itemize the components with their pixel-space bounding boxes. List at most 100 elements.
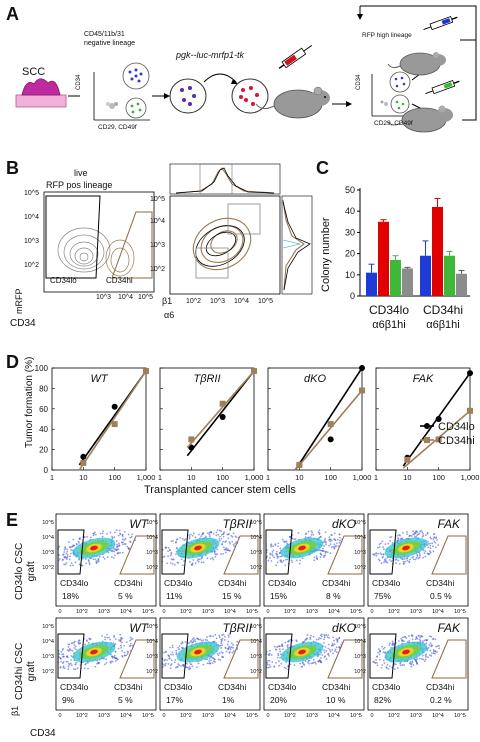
gate-cd34hi-percent: 5 % — [118, 695, 133, 705]
event-dot — [271, 661, 274, 663]
event-dot — [273, 556, 275, 559]
bar — [456, 273, 467, 296]
event-dot — [123, 530, 126, 533]
event-dot — [422, 532, 424, 535]
x-tick-label: 10^5 — [350, 609, 362, 615]
event-dot — [412, 558, 415, 561]
gate-cd34hi-label: CD34hi — [114, 578, 142, 588]
bar — [420, 255, 431, 296]
event-dot — [78, 537, 81, 540]
event-dot — [401, 636, 404, 639]
event-dot — [170, 663, 173, 665]
gate-cd34lo-label: CD34lo — [268, 578, 297, 588]
group-label: α6β1hi — [372, 319, 405, 331]
x-tick-label: 10^4 — [224, 609, 236, 615]
event-dot — [406, 533, 409, 536]
gate-cd34lo-label: CD34lo — [60, 578, 89, 588]
event-dot — [172, 539, 174, 542]
event-dot — [234, 535, 237, 538]
event-dot — [322, 641, 325, 644]
event-dot — [232, 543, 235, 546]
panel-letter-c: C — [316, 158, 329, 178]
subplot-title: WT — [90, 373, 108, 385]
event-dot — [214, 555, 217, 558]
event-dot — [114, 651, 117, 653]
event-dot — [400, 637, 403, 640]
x-tick-label: 10^3 — [306, 713, 318, 719]
flow-plot: dKO CD34lo CD34hi 20% 10 % — [263, 617, 365, 711]
density-red — [402, 649, 410, 655]
event-dot — [204, 638, 207, 641]
event-dot — [268, 663, 271, 666]
event-dot — [301, 665, 304, 668]
event-dot — [231, 540, 234, 543]
event-dot — [206, 557, 209, 560]
event-dot — [335, 545, 338, 548]
event-dot — [397, 640, 400, 642]
event-dot — [121, 541, 123, 544]
event-dot — [396, 539, 399, 542]
event-dot — [75, 543, 78, 545]
event-dot — [211, 556, 214, 559]
event-dot — [98, 555, 101, 558]
event-dot — [329, 552, 332, 555]
event-dot — [395, 558, 398, 561]
event-dot — [92, 534, 95, 537]
event-dot — [322, 541, 325, 544]
event-dot — [436, 651, 438, 653]
event-dot — [75, 661, 78, 664]
event-dot — [377, 552, 380, 555]
event-dot — [270, 560, 273, 562]
event-dot — [74, 561, 77, 564]
x-tick-label: 10^4 — [432, 609, 444, 615]
event-dot — [164, 662, 167, 665]
y-tick-label: 10^5 — [146, 520, 158, 526]
event-dot — [376, 655, 378, 658]
event-dot — [401, 532, 404, 534]
event-dot — [326, 636, 329, 638]
event-dot — [191, 638, 194, 641]
event-dot — [383, 662, 386, 664]
event-dot — [382, 553, 385, 556]
gate-cd34lo — [161, 633, 189, 679]
event-dot — [324, 531, 327, 534]
event-dot — [428, 552, 431, 555]
event-dot — [408, 635, 410, 637]
cd34lo-point — [219, 413, 226, 420]
event-dot — [169, 667, 172, 669]
event-dot — [281, 538, 284, 541]
group-label: CD34lo — [369, 303, 409, 317]
event-dot — [232, 644, 234, 646]
event-dot — [188, 642, 191, 644]
y-tick-label: 40 — [345, 206, 355, 216]
event-dot — [170, 659, 173, 662]
event-dot — [65, 552, 68, 555]
event-dot — [266, 663, 269, 666]
plot-title: dKO — [332, 621, 356, 635]
x-tick-label: 1,000 — [461, 473, 480, 482]
x-tick-label: 10^2 — [388, 713, 400, 719]
event-dot — [126, 545, 129, 548]
event-dot — [311, 531, 314, 534]
event-dot — [78, 639, 81, 642]
event-dot — [325, 658, 328, 660]
mrfp-axis-label: mRFP — [14, 288, 24, 315]
event-dot — [324, 554, 327, 557]
event-dot — [308, 659, 311, 662]
event-dot — [235, 536, 238, 539]
event-dot — [402, 561, 405, 563]
x-tick-label: 0 — [370, 713, 373, 719]
event-dot — [401, 664, 404, 666]
event-dot — [310, 634, 312, 637]
cd34lo-fit-line — [294, 367, 363, 471]
x-tick-label: 10^4 — [120, 713, 132, 719]
event-dot — [429, 542, 431, 545]
event-dot — [227, 537, 230, 540]
x-tick-label: 10^2 — [180, 609, 192, 615]
event-dot — [314, 661, 316, 664]
event-dot — [178, 648, 181, 651]
event-dot — [277, 653, 280, 655]
x-tick-label: 10 — [79, 473, 87, 482]
gate-cd34hi — [223, 639, 259, 679]
event-dot — [430, 537, 433, 540]
